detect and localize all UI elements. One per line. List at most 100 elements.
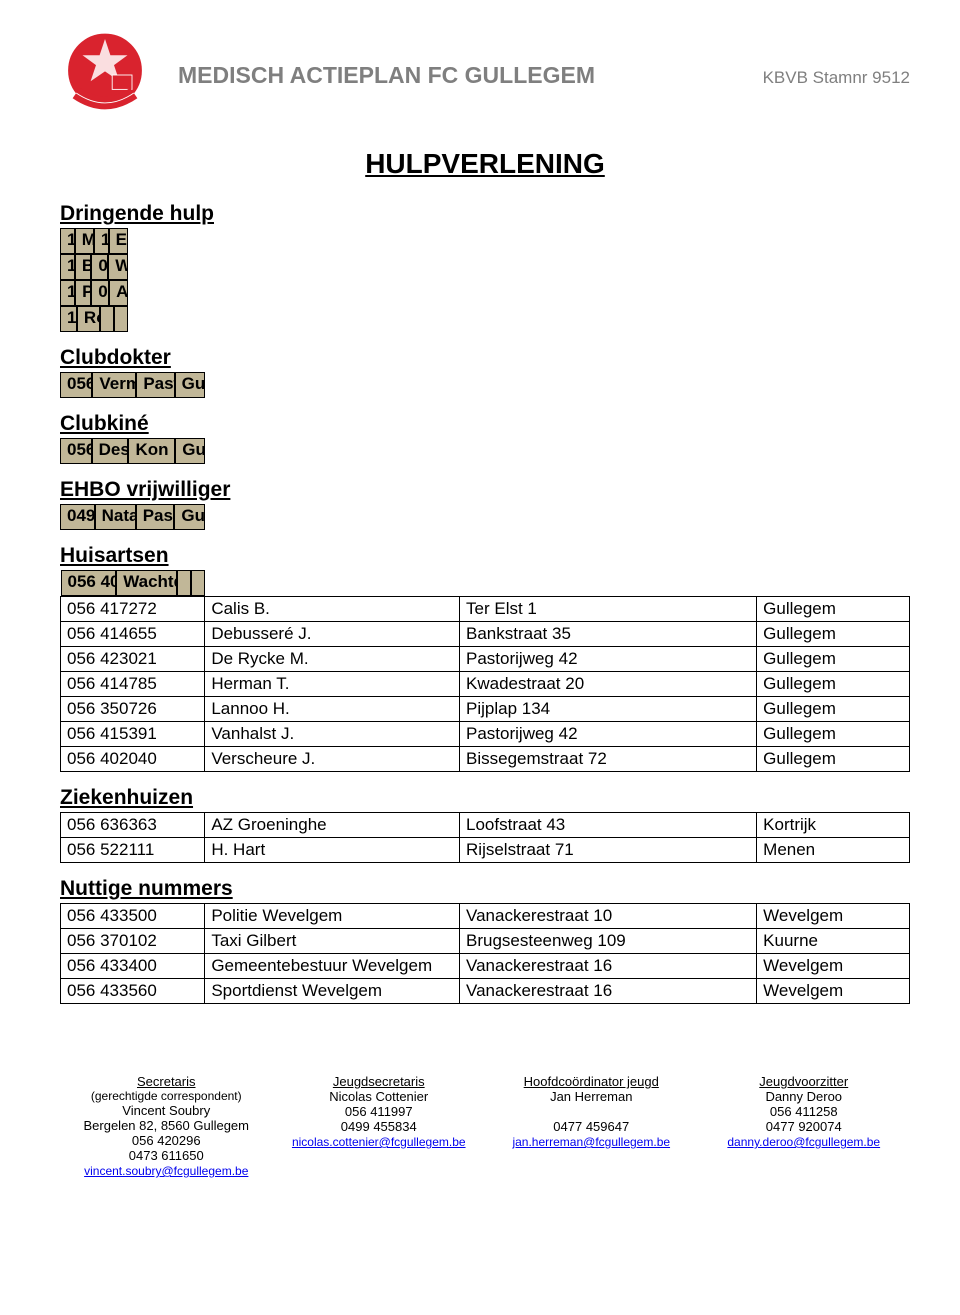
table-cell	[114, 306, 128, 332]
table-row: 056 350726Lannoo H.Pijplap 134Gullegem	[61, 697, 910, 722]
table-cell: Lannoo H.	[205, 697, 460, 722]
footer-line: 056 411997	[279, 1104, 480, 1119]
table-cell: Wachtdienst Apothekers	[108, 254, 128, 280]
footer-email-link[interactable]: jan.herreman@fcgullegem.be	[512, 1135, 670, 1149]
footer-email-link[interactable]: vincent.soubry@fcgullegem.be	[84, 1164, 248, 1178]
table-row: 056 423021De Rycke M.Pastorijweg 42Gulle…	[61, 647, 910, 672]
table-cell: Gullegem	[175, 438, 204, 464]
table-row: 056 414655Debusseré J.Bankstraat 35Gulle…	[61, 622, 910, 647]
table-cell: 100	[60, 228, 75, 254]
table-cell: Vanhalst J.	[205, 722, 460, 747]
table-cell: 105	[60, 306, 77, 332]
section-title: EHBO vrijwilliger	[60, 478, 910, 502]
table-cell: Menen	[757, 838, 910, 863]
data-table: 0497 571338Natasha DhondtPastorijweg 45G…	[60, 504, 910, 530]
table-cell: 0900 10 500	[91, 254, 108, 280]
table-cell: Vanackerestraat 10	[460, 904, 757, 929]
footer-line: 0499 455834	[279, 1119, 480, 1134]
section-title: Dringende hulp	[60, 202, 910, 226]
table-cell: 056 417272	[61, 597, 205, 622]
table-cell: Gullegem	[757, 597, 910, 622]
table-cell: Calis B.	[205, 597, 460, 622]
table-cell: Gullegem	[757, 697, 910, 722]
table-row: 100Medische spoeddienst112Europees noodn…	[60, 228, 128, 254]
table-cell: 056 402040	[61, 747, 205, 772]
footer-column: Secretaris(gerechtigde correspondent)Vin…	[60, 1074, 273, 1178]
table-cell: Gullegem	[174, 504, 204, 530]
main-title: HULPVERLENING	[60, 148, 910, 180]
table-cell: Pastorijweg 42	[136, 372, 174, 398]
table-cell: Brandweer	[75, 254, 92, 280]
table-cell: 070 245 245	[91, 280, 109, 306]
table-cell: Bissegemstraat 72	[460, 747, 757, 772]
table-row: 056 417272Calis B.Ter Elst 1Gullegem	[61, 597, 910, 622]
table-cell: Politie Wevelgem	[205, 904, 460, 929]
table-cell: Sportdienst Wevelgem	[205, 979, 460, 1004]
table-row: 0497 571338Natasha DhondtPastorijweg 45G…	[60, 504, 205, 530]
table-cell: Vermeersch Joost	[92, 372, 136, 398]
footer-role: Hoofdcoördinator jeugd	[491, 1074, 692, 1089]
footer-line	[491, 1104, 692, 1119]
data-table: 056 636363AZ GroeningheLoofstraat 43Kort…	[60, 812, 910, 863]
table-cell: Medische spoeddienst	[75, 228, 94, 254]
footer-sub: (gerechtigde correspondent)	[66, 1089, 267, 1103]
table-cell: Rijselstraat 71	[460, 838, 757, 863]
section-title: Huisartsen	[60, 544, 910, 568]
table-cell: 056 433400	[61, 954, 205, 979]
sections-container: Dringende hulp100Medische spoeddienst112…	[60, 202, 910, 1004]
table-cell: Loofstraat 43	[460, 813, 757, 838]
table-cell: Vanackerestraat 16	[460, 954, 757, 979]
footer-name: Vincent Soubry	[66, 1103, 267, 1118]
table-cell: 101	[60, 280, 75, 306]
table-cell: Europees noodnummer	[109, 228, 128, 254]
table-cell: 056 415047	[60, 438, 92, 464]
table-cell: Wevelgem	[757, 904, 910, 929]
table-cell: Pastorijweg 45	[136, 504, 175, 530]
footer-email-link[interactable]: nicolas.cottenier@fcgullegem.be	[292, 1135, 466, 1149]
data-table: 056 423031Vermeersch JoostPastorijweg 42…	[60, 372, 910, 398]
table-row: 056 404748Wachtdienst	[61, 570, 205, 596]
table-cell: Ter Elst 1	[460, 597, 757, 622]
table-cell: Natasha Dhondt	[95, 504, 136, 530]
footer-column: JeugdvoorzitterDanny Deroo056 4112580477…	[698, 1074, 911, 1178]
header: MEDISCH ACTIEPLAN FC GULLEGEM KBVB Stamn…	[60, 30, 910, 120]
table-cell: Pijplap 134	[460, 697, 757, 722]
table-cell: 056 370102	[61, 929, 205, 954]
footer-line: 0477 459647	[491, 1119, 692, 1134]
table-row: 056 433500Politie WevelgemVanackerestraa…	[61, 904, 910, 929]
footer-email-link[interactable]: danny.deroo@fcgullegem.be	[727, 1135, 880, 1149]
table-row: 105Rode kruis	[60, 306, 128, 332]
table-row: 056 414785Herman T.Kwadestraat 20Gullege…	[61, 672, 910, 697]
table-cell: H. Hart	[205, 838, 460, 863]
table-cell: 056 414785	[61, 672, 205, 697]
table-cell: De Rycke M.	[205, 647, 460, 672]
table-cell: 100	[60, 254, 75, 280]
table-cell: Herman T.	[205, 672, 460, 697]
footer-role: Secretaris	[66, 1074, 267, 1089]
section-title: Nuttige nummers	[60, 877, 910, 901]
table-row: 101Politie070 245 245Antigifcentrum	[60, 280, 128, 306]
table-cell	[191, 570, 205, 596]
footer-line: 0473 611650	[66, 1148, 267, 1163]
footer-column: JeugdsecretarisNicolas Cottenier056 4119…	[273, 1074, 486, 1178]
doc-title: MEDISCH ACTIEPLAN FC GULLEGEM	[178, 62, 595, 89]
table-row: 056 433400Gemeentebestuur WevelgemVanack…	[61, 954, 910, 979]
section-title: Clubkiné	[60, 412, 910, 436]
table-cell: 056 433560	[61, 979, 205, 1004]
footer-column: Hoofdcoördinator jeugdJan Herreman 0477 …	[485, 1074, 698, 1178]
table-cell: 112	[94, 228, 109, 254]
table-row: 056 415047Desmet JohanKon Fabiolastraat …	[60, 438, 205, 464]
table-row: 056 522111H. HartRijselstraat 71Menen	[61, 838, 910, 863]
table-cell: Pastorijweg 42	[460, 647, 757, 672]
footer-role: Jeugdsecretaris	[279, 1074, 480, 1089]
table-cell: Pastorijweg 42	[460, 722, 757, 747]
table-cell: Gullegem	[757, 622, 910, 647]
footer-name: Jan Herreman	[491, 1089, 692, 1104]
table-row: 056 636363AZ GroeningheLoofstraat 43Kort…	[61, 813, 910, 838]
table-cell: Kuurne	[757, 929, 910, 954]
table-row: 056 370102Taxi GilbertBrugsesteenweg 109…	[61, 929, 910, 954]
table-cell: Brugsesteenweg 109	[460, 929, 757, 954]
header-text: MEDISCH ACTIEPLAN FC GULLEGEM KBVB Stamn…	[178, 62, 910, 89]
table-cell: Wevelgem	[757, 954, 910, 979]
section-title: Clubdokter	[60, 346, 910, 370]
